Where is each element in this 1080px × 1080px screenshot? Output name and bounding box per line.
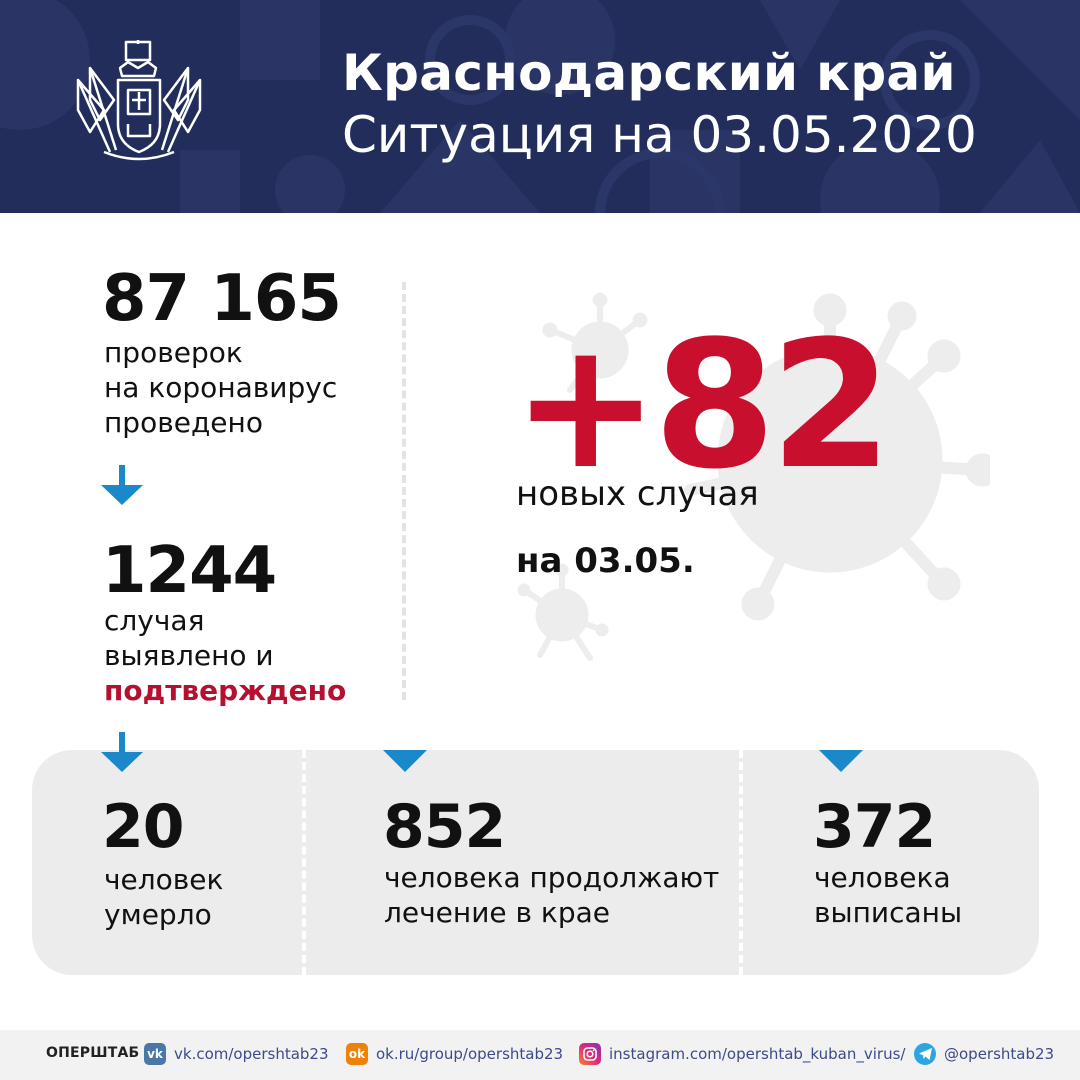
discharged-label-line-1: человека [814, 861, 951, 894]
virus-icon [517, 292, 990, 661]
telegram-icon [914, 1043, 936, 1065]
cases-confirmed-label: подтверждено [104, 674, 347, 707]
arrow-down-icon [101, 732, 143, 772]
tests-count: 87 165 [102, 262, 342, 336]
header-title: Краснодарский край [342, 44, 956, 102]
deaths-count: 20 [102, 792, 184, 862]
instagram-icon [579, 1043, 601, 1065]
arrow-down-icon [101, 465, 143, 505]
vertical-divider [402, 282, 406, 700]
cases-label-line-1: случая [104, 604, 205, 637]
footer-link-vk-text: vk.com/opershtab23 [174, 1045, 329, 1063]
discharged-count: 372 [813, 792, 936, 862]
cases-count: 1244 [102, 534, 277, 608]
discharged-label-line-2: выписаны [814, 896, 963, 929]
treatment-count: 852 [383, 792, 506, 862]
footer-link-instagram[interactable]: instagram.com/opershtab_kuban_virus/ [579, 1042, 905, 1066]
footer-link-instagram-text: instagram.com/opershtab_kuban_virus/ [609, 1045, 906, 1063]
tests-label-line-3: проведено [104, 406, 263, 439]
footer-link-ok[interactable]: ok ok.ru/group/opershtab23 [346, 1042, 563, 1066]
new-cases-date: на 03.05. [516, 541, 695, 581]
header-pattern [0, 0, 1080, 213]
cases-label-line-2: выявлено и [104, 639, 274, 672]
footer-brand: ОПЕРШТАБ [46, 1045, 140, 1061]
treatment-label-line-2: лечение в крае [384, 896, 610, 929]
triangle-down-icon [819, 750, 863, 772]
deaths-label-line-1: человек [104, 863, 224, 896]
triangle-down-icon [383, 750, 427, 772]
summary-panel [32, 750, 1039, 975]
deaths-label-line-2: умерло [104, 898, 212, 931]
ok-icon: ok [346, 1043, 368, 1065]
new-cases-count: +82 [512, 303, 892, 508]
panel-divider-2 [739, 750, 743, 975]
tests-label-line-1: проверок [104, 336, 243, 369]
header-subtitle: Ситуация на 03.05.2020 [342, 106, 977, 164]
header-banner: Краснодарский край Ситуация на 03.05.202… [0, 0, 1080, 213]
footer-link-vk[interactable]: vk vk.com/opershtab23 [144, 1042, 329, 1066]
coat-of-arms-emblem [76, 40, 202, 161]
footer-link-ok-text: ok.ru/group/opershtab23 [376, 1045, 564, 1063]
new-cases-label: новых случая [516, 474, 759, 514]
footer-link-telegram-text: @opershtab23 [944, 1045, 1055, 1063]
tests-label-line-2: на коронавирус [104, 371, 338, 404]
panel-divider-1 [302, 750, 306, 975]
vk-icon: vk [144, 1043, 166, 1065]
treatment-label-line-1: человека продолжают [384, 861, 720, 894]
footer-link-telegram[interactable]: @opershtab23 [914, 1042, 1054, 1066]
footer: ОПЕРШТАБ vk vk.com/opershtab23 ok ok.ru/… [0, 1030, 1080, 1080]
